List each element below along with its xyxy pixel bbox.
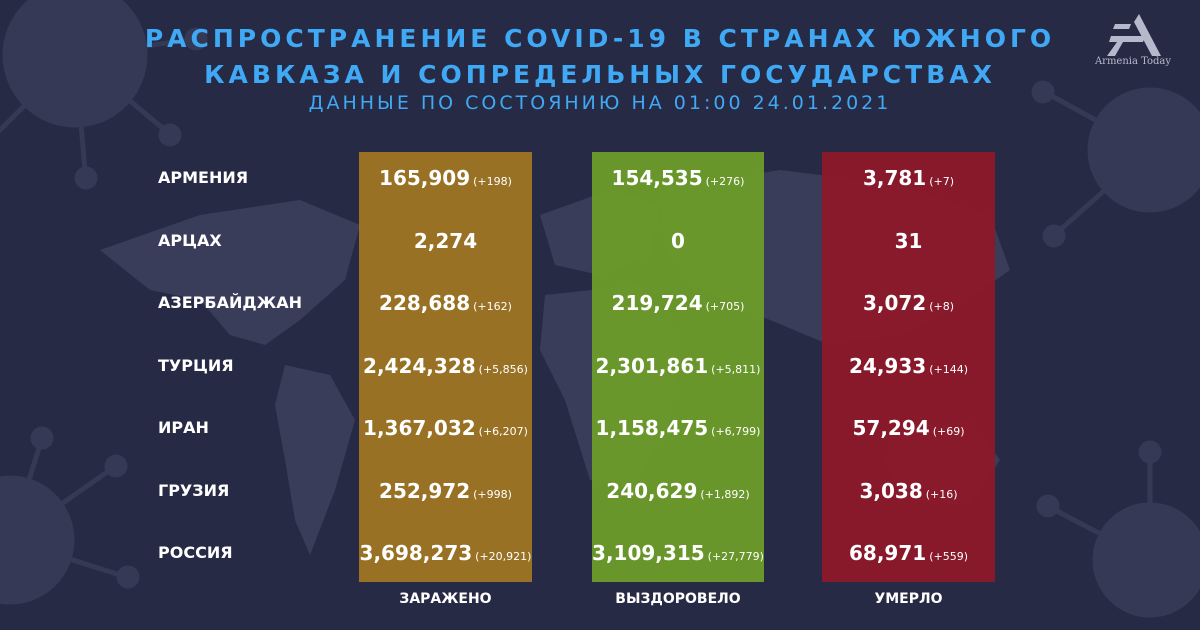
page-title-line-1: РАСПРОСТРАНЕНИЕ COVID-19 В СТРАНАХ ЮЖНОГ… xyxy=(144,24,1056,53)
deaths-cell: 3,038 (+16) xyxy=(822,475,995,507)
table-row: АЗЕРБАЙДЖАН 228,688 (+162) 219,724 (+705) 3,0… xyxy=(0,283,1200,323)
country-name: РОССИЯ xyxy=(158,543,233,562)
infected-delta: (+5,856) xyxy=(478,362,528,376)
deaths-column-background xyxy=(822,152,995,582)
recovered-value: 3,109,315 xyxy=(592,541,705,565)
deaths-cell: 3,781 (+7) xyxy=(822,162,995,194)
continent-north-america xyxy=(100,200,360,345)
deaths-delta: (+16) xyxy=(925,487,958,501)
country-name: ГРУЗИЯ xyxy=(158,480,230,500)
infected-cell: 2,274 xyxy=(359,225,532,257)
infected-delta: (+162) xyxy=(473,300,512,313)
infected-value: 3,698,273 xyxy=(359,541,473,565)
continent-south-america xyxy=(275,365,355,555)
infected-cell: 3,698,273 (+20,921) xyxy=(359,537,532,569)
infected-cell: 228,688 (+162) xyxy=(359,287,532,319)
virus-decoration-top-left xyxy=(0,0,208,190)
deaths-delta: (+8) xyxy=(929,300,955,313)
country-name: АЗЕРБАЙДЖАН xyxy=(158,293,302,312)
country-name: ИРАН xyxy=(158,418,209,437)
recovered-value: 219,724 xyxy=(611,291,703,315)
infected-cell: 165,909 (+198) xyxy=(359,162,532,194)
page-subtitle: ДАННЫЕ ПО СОСТОЯНИЮ НА 01:00 24.01.2021 xyxy=(308,92,892,114)
infected-value: 252,972 xyxy=(379,478,471,503)
deaths-column-label: УМЕРЛО xyxy=(874,591,943,607)
infected-value: 2,274 xyxy=(413,228,478,253)
recovered-cell: 3,109,315 (+27,779) xyxy=(592,537,764,569)
recovered-value: 1,158,475 xyxy=(595,416,709,440)
table-row: ТУРЦИЯ 2,424,328 (+5,856) 2,301,861 (+5,811)… xyxy=(0,346,1200,386)
deaths-cell: 57,294 (+69) xyxy=(822,412,995,444)
armenia-today-logo: Armenia Today xyxy=(1088,12,1178,67)
recovered-value: 240,629 xyxy=(606,478,698,503)
recovered-delta: (+27,779) xyxy=(707,550,764,563)
table-row: РОССИЯ 3,698,273 (+20,921) 3,109,315 (+27,77… xyxy=(0,533,1200,573)
recovered-cell: 240,629 (+1,892) xyxy=(592,475,764,507)
virus-decoration-bottom-left xyxy=(0,426,140,605)
deaths-cell: 31 xyxy=(822,225,995,257)
table-row: АРЦАХ 2,274 0 31 xyxy=(0,221,1200,261)
recovered-column-label: ВЫЗДОРОВЕЛО xyxy=(615,591,741,607)
recovered-delta: (+5,811) xyxy=(711,362,761,376)
recovered-cell: 219,724 (+705) xyxy=(592,287,764,319)
deaths-delta: (+69) xyxy=(932,425,965,438)
deaths-delta: (+7) xyxy=(929,175,955,188)
deaths-value: 3,038 xyxy=(859,478,923,503)
infected-value: 1,367,032 xyxy=(363,416,476,440)
table-row: ИРАН 1,367,032 (+6,207) 1,158,475 (+6,799) 57… xyxy=(0,408,1200,448)
deaths-cell: 3,072 (+8) xyxy=(822,287,995,319)
recovered-cell: 1,158,475 (+6,799) xyxy=(592,412,764,444)
deaths-value: 31 xyxy=(894,228,923,253)
recovered-value: 2,301,861 xyxy=(595,353,709,378)
recovered-value: 0 xyxy=(671,228,685,253)
country-name: АРМЕНИЯ xyxy=(158,168,249,187)
deaths-value: 24,933 xyxy=(849,353,927,378)
recovered-delta: (+276) xyxy=(705,175,745,188)
infected-cell: 1,367,032 (+6,207) xyxy=(359,412,532,444)
infected-delta: (+20,921) xyxy=(475,550,532,563)
page-title-line-2: КАВКАЗА И СОПРЕДЕЛЬНЫХ ГОСУДАРСТВАХ xyxy=(204,60,996,89)
virus-decoration-bottom-right xyxy=(1036,440,1200,618)
recovered-delta: (+6,799) xyxy=(711,425,761,438)
infected-delta: (+6,207) xyxy=(478,425,528,438)
infected-value: 228,688 xyxy=(379,291,471,315)
country-name: АРЦАХ xyxy=(158,230,222,250)
recovered-cell: 154,535 (+276) xyxy=(592,162,764,194)
deaths-delta: (+559) xyxy=(929,550,968,563)
infected-cell: 252,972 (+998) xyxy=(359,475,532,507)
recovered-cell: 2,301,861 (+5,811) xyxy=(592,350,764,382)
deaths-value: 3,781 xyxy=(862,166,927,190)
infected-cell: 2,424,328 (+5,856) xyxy=(359,350,532,382)
recovered-column-background xyxy=(592,152,764,582)
country-name: ТУРЦИЯ xyxy=(158,355,234,375)
recovered-delta: (+705) xyxy=(705,300,745,313)
logo-mark-icon xyxy=(1107,14,1161,56)
deaths-value: 57,294 xyxy=(852,416,930,440)
recovered-delta: (+1,892) xyxy=(700,487,750,501)
infected-delta: (+998) xyxy=(473,487,512,501)
deaths-value: 3,072 xyxy=(862,291,927,315)
deaths-cell: 68,971 (+559) xyxy=(822,537,995,569)
infected-column-background xyxy=(359,152,532,582)
virus-decoration-right xyxy=(1031,80,1200,248)
logo-text: Armenia Today xyxy=(1094,56,1172,67)
deaths-cell: 24,933 (+144) xyxy=(822,350,995,382)
table-row: ГРУЗИЯ 252,972 (+998) 240,629 (+1,892) 3,038(… xyxy=(0,471,1200,511)
recovered-value: 154,535 xyxy=(611,166,703,190)
deaths-delta: (+144) xyxy=(929,362,968,376)
infected-value: 2,424,328 xyxy=(363,353,476,378)
infected-column-label: ЗАРАЖЕНО xyxy=(399,591,492,607)
infected-delta: (+198) xyxy=(473,175,512,188)
recovered-cell: 0 xyxy=(592,225,764,257)
deaths-value: 68,971 xyxy=(849,541,927,565)
infected-value: 165,909 xyxy=(379,166,471,190)
table-row: АРМЕНИЯ 165,909 (+198) 154,535 (+276) 3,781 (+… xyxy=(0,158,1200,198)
